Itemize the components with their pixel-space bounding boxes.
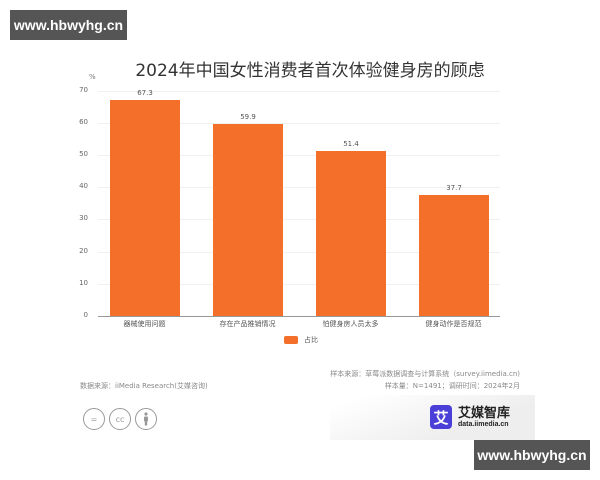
gridline xyxy=(98,252,500,253)
y-tick: 40 xyxy=(79,182,88,190)
no-derivatives-icon: = xyxy=(83,408,105,430)
bar-value-label: 51.4 xyxy=(343,140,359,148)
x-tick-label: 健身动作是否规范 xyxy=(425,320,482,328)
data-source: 数据来源：iiMedia Research(艾媒咨询) xyxy=(80,382,208,390)
y-tick: 0 xyxy=(83,311,88,319)
y-tick: 50 xyxy=(79,150,88,158)
x-tick-label: 怕健身房人员太多 xyxy=(322,320,379,328)
sample-source: 样本来源：草莓派数据调查与计算系统（survey.iimedia.cn) xyxy=(330,370,520,378)
gridline xyxy=(98,155,500,156)
gridline xyxy=(98,187,500,188)
gridline xyxy=(98,123,500,124)
y-tick: 60 xyxy=(79,118,88,126)
watermark-bottom: www.hbwyhg.cn xyxy=(474,440,590,470)
gridline xyxy=(98,219,500,220)
brand-logo-block: 艾 艾媒智库 data.iimedia.cn xyxy=(430,405,510,429)
legend-swatch xyxy=(284,336,298,344)
y-tick: 20 xyxy=(79,247,88,255)
chart-title: 2024年中国女性消费者首次体验健身房的顾虑 xyxy=(135,61,485,81)
creative-commons-icon: cc xyxy=(109,408,131,430)
bar xyxy=(110,100,180,316)
license-icons: = cc xyxy=(83,408,157,430)
bar xyxy=(419,195,489,316)
y-axis-unit: % xyxy=(89,73,96,81)
y-tick: 70 xyxy=(79,86,88,94)
legend[interactable]: 占比 xyxy=(284,335,318,345)
bar-value-label: 67.3 xyxy=(137,89,153,97)
brand-name: 艾媒智库 xyxy=(458,405,511,421)
bar-value-label: 37.7 xyxy=(446,184,462,192)
iimedia-logo-icon: 艾 xyxy=(430,405,452,429)
legend-label: 占比 xyxy=(304,336,318,344)
y-tick: 10 xyxy=(79,279,88,287)
x-axis xyxy=(98,316,500,317)
watermark-top: www.hbwyhg.cn xyxy=(10,10,127,40)
y-tick: 30 xyxy=(79,214,88,222)
gridline xyxy=(98,284,500,285)
sample-size: 样本量：N=1491；调研时间：2024年2月 xyxy=(384,382,520,390)
bar xyxy=(213,124,283,316)
attribution-icon xyxy=(135,408,157,430)
bar-value-label: 59.9 xyxy=(240,113,256,121)
brand-url: data.iimedia.cn xyxy=(458,420,509,428)
x-tick-label: 器械使用问题 xyxy=(123,320,166,328)
gridline xyxy=(98,91,500,92)
bar xyxy=(316,151,386,316)
x-tick-label: 存在产品推销情况 xyxy=(219,320,276,328)
